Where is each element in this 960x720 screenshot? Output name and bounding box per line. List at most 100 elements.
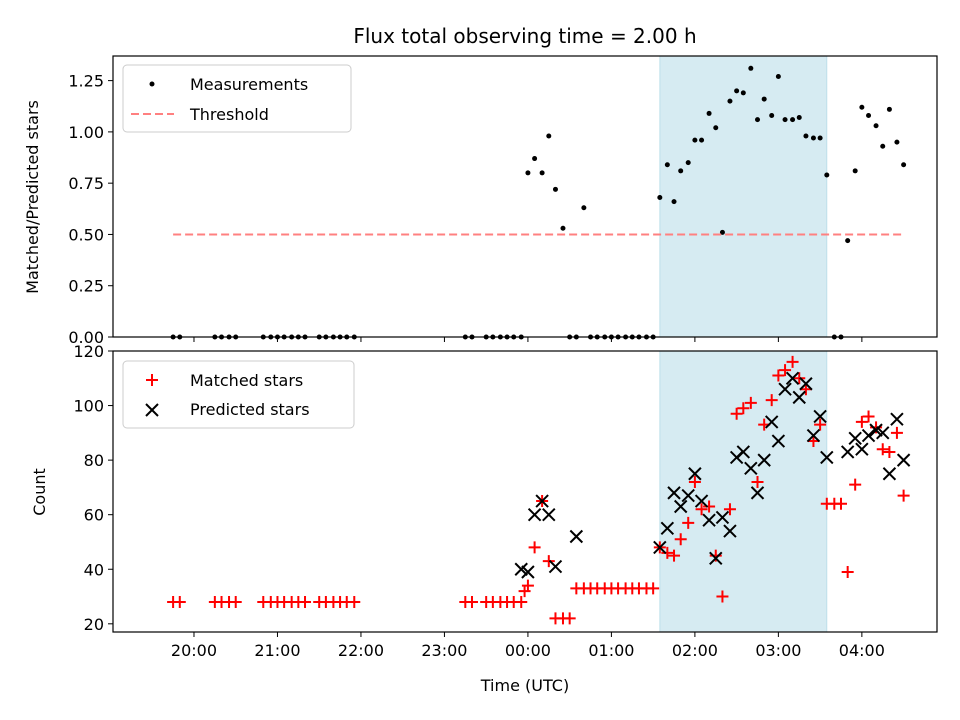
count-matched-point (744, 396, 757, 409)
count-matched-point (779, 364, 792, 377)
ratio-measurement-point (671, 199, 677, 205)
count-matched-point (682, 516, 695, 529)
count-predicted-point (806, 428, 821, 443)
ratio-measurement-point (894, 139, 900, 145)
count-matched-point (807, 435, 820, 448)
count-predicted-point (542, 507, 556, 522)
count-matched-point (799, 383, 812, 396)
count-matched-point (695, 503, 708, 516)
count-predicted-point (764, 415, 779, 429)
ratio-measurement-point (713, 125, 719, 131)
ratio-measurement-point (824, 172, 830, 178)
ratio-measurement-point (727, 98, 733, 104)
count-predicted-point (521, 565, 535, 579)
count-matched-point (542, 555, 555, 568)
ratio-measurement-point (719, 229, 725, 235)
count-predicted-point (535, 494, 549, 508)
count-predicted-point (527, 507, 542, 522)
count-predicted-point (694, 494, 709, 508)
count-matched-point (765, 394, 778, 407)
count-predicted-point (702, 513, 716, 527)
count-matched-point (647, 582, 660, 595)
count-predicted-point (848, 431, 862, 446)
ratio-measurement-point (901, 162, 907, 168)
count-predicted-point (778, 382, 792, 396)
ratio-measurement-point (866, 112, 872, 118)
count-matched-point (528, 541, 541, 554)
count-matched-point (515, 595, 528, 608)
count-axes-frame (112, 350, 938, 633)
count-y-tick-label: 80 (84, 451, 104, 470)
count-matched-point (793, 372, 806, 385)
ratio-measurement-point (685, 160, 691, 166)
x-axis-label: Time (UTC) (480, 676, 569, 695)
legend-label-threshold: Threshold (189, 105, 269, 124)
ratio-measurement-point (852, 168, 858, 174)
ratio-measurement-point (859, 104, 865, 110)
ratio-measurement-point (552, 186, 558, 192)
count-matched-point (876, 443, 889, 456)
count-predicted-point (792, 390, 806, 405)
count-matched-point (703, 500, 716, 513)
ratio-measurement-point (761, 96, 767, 102)
ratio-measurement-point (880, 143, 886, 149)
count-predicted-point (660, 521, 675, 536)
ratio-measurement-point (769, 112, 775, 118)
count-x-tick-label: 23:00 (421, 641, 467, 660)
ratio-y-tick-label: 1.00 (68, 123, 104, 142)
ratio-measurement-point (560, 225, 566, 231)
count-matched-point (890, 426, 903, 439)
ratio-measurement-point (790, 117, 796, 123)
count-predicted-point (744, 461, 758, 476)
count-predicted-point (771, 434, 786, 448)
count-matched-point (883, 445, 896, 458)
count-predicted-point (840, 445, 855, 459)
count-predicted-point (681, 488, 695, 503)
count-predicted-point (750, 486, 765, 500)
count-matched-point (716, 590, 729, 603)
count-matched-point (229, 595, 242, 608)
count-legend-box (122, 360, 355, 429)
count-predicted-point (673, 499, 688, 514)
ratio-measurement-point (782, 117, 788, 123)
legend-x-marker (145, 403, 159, 417)
count-y-tick-label: 60 (84, 506, 104, 525)
ratio-highlight-span (659, 55, 828, 338)
ratio-measurement-point (886, 106, 892, 112)
count-x-tick-label: 04:00 (839, 641, 885, 660)
count-matched-point (862, 410, 875, 423)
ratio-y-tick-label: 1.25 (68, 72, 104, 91)
count-x-tick-label: 21:00 (254, 641, 300, 660)
count-matched-point (897, 489, 910, 502)
ratio-legend-box (122, 64, 352, 133)
count-matched-point (849, 478, 862, 491)
ratio-measurement-point (678, 168, 684, 174)
count-predicted-point (569, 529, 584, 544)
count-predicted-point (757, 453, 771, 467)
ratio-measurement-point (532, 156, 538, 162)
count-predicted-point (715, 510, 730, 525)
ratio-measurement-point (748, 65, 754, 71)
count-y-tick-label: 120 (73, 342, 104, 361)
count-predicted-point (653, 540, 667, 555)
count-predicted-point (861, 428, 876, 443)
ratio-y-axis-label: Matched/Predicted stars (23, 100, 42, 294)
count-predicted-point (548, 559, 563, 574)
count-matched-point (348, 595, 361, 608)
ratio-measurement-point (706, 110, 712, 116)
ratio-axes-frame (112, 55, 938, 338)
count-predicted-point (876, 426, 890, 440)
count-x-tick-label: 01:00 (588, 641, 634, 660)
ratio-measurement-point (755, 117, 761, 123)
legend-dot-marker (149, 81, 155, 87)
count-y-tick-label: 20 (84, 615, 104, 634)
count-y-tick-label: 100 (73, 397, 104, 416)
count-x-tick-label: 22:00 (338, 641, 384, 660)
legend-label-predicted-stars: Predicted stars (190, 400, 310, 419)
ratio-measurement-point (525, 170, 531, 176)
count-predicted-point (709, 551, 723, 566)
count-x-tick-label: 02:00 (672, 641, 718, 660)
count-predicted-point (785, 371, 800, 385)
count-x-tick-label: 00:00 (505, 641, 551, 660)
